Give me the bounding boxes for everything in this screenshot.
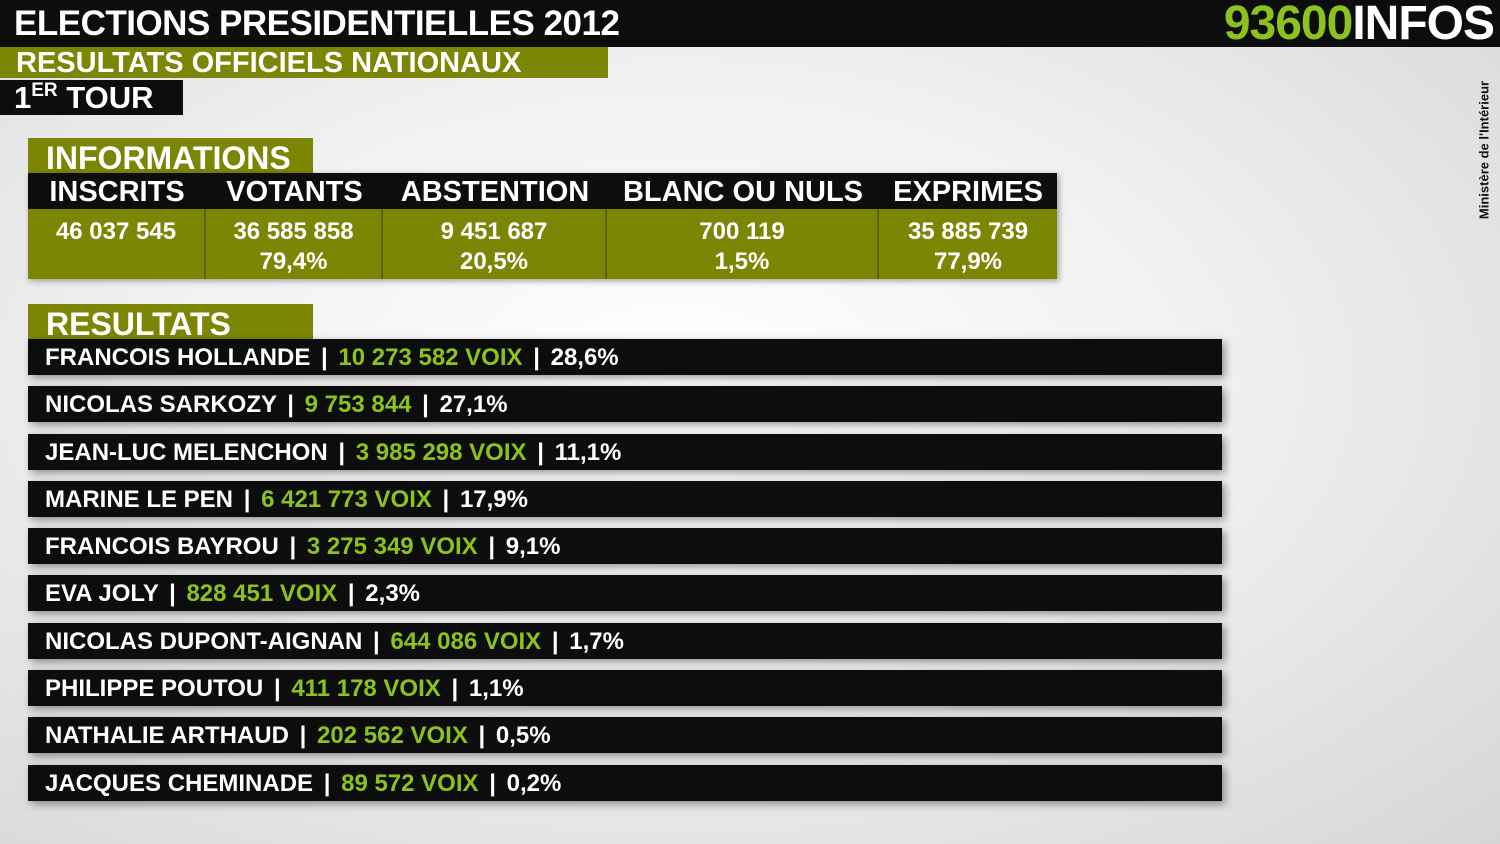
- tour-text: TOUR: [57, 80, 154, 115]
- candidate-name: FRANCOIS BAYROU: [45, 533, 279, 561]
- result-row: PHILIPPE POUTOU | 411 178 VOIX | 1,1%: [28, 670, 1222, 707]
- info-value: 36 585 858: [233, 218, 354, 245]
- candidate-votes: 202 562 VOIX: [317, 722, 468, 750]
- candidate-votes: 3 275 349 VOIX: [306, 533, 478, 561]
- logo-number: 93600: [1223, 0, 1353, 50]
- info-col-blanc-ou-nuls: BLANC OU NULS 700 119 1,5%: [607, 173, 879, 279]
- candidate-percent: 27,1%: [439, 391, 508, 419]
- results-list: FRANCOIS HOLLANDE | 10 273 582 VOIX | 28…: [28, 339, 1222, 812]
- candidate-percent: 2,3%: [365, 580, 420, 608]
- candidate-name: JEAN-LUC MELENCHON: [45, 438, 328, 466]
- candidate-percent: 0,5%: [495, 722, 551, 750]
- title-bar: ELECTIONS PRESIDENTIELLES 2012 93600INFO…: [0, 0, 1500, 50]
- subtitle: RESULTATS OFFICIELS NATIONAUX: [0, 47, 608, 79]
- candidate-votes: 9 753 844: [304, 391, 412, 419]
- result-row: EVA JOLY | 828 451 VOIX | 2,3%: [28, 575, 1222, 612]
- candidate-percent: 9,1%: [505, 533, 561, 561]
- info-value: 9 451 687: [440, 218, 548, 245]
- info-col-exprimes: EXPRIMES 35 885 739 77,9%: [879, 173, 1057, 279]
- candidate-percent: 1,1%: [468, 675, 524, 703]
- candidate-percent: 11,1%: [554, 438, 622, 466]
- candidate-percent: 0,2%: [506, 769, 562, 797]
- tour-label: 1ER TOUR: [0, 80, 183, 115]
- info-value: 700 119: [699, 218, 785, 245]
- info-values: 36 585 858 79,4%: [206, 209, 383, 279]
- separator: |: [488, 533, 496, 561]
- candidate-votes: 10 273 582 VOIX: [338, 344, 523, 371]
- tour-number: 1: [14, 80, 32, 115]
- candidate-percent: 28,6%: [550, 344, 619, 371]
- info-percent: 1,5%: [714, 248, 770, 275]
- page-title: ELECTIONS PRESIDENTIELLES 2012: [14, 4, 620, 43]
- candidate-name: PHILIPPE POUTOU: [45, 675, 264, 703]
- logo: 93600INFOS: [1223, 0, 1495, 51]
- candidate-votes: 411 178 VOIX: [291, 675, 441, 703]
- tour-superscript: ER: [31, 80, 58, 101]
- candidate-name: FRANCOIS HOLLANDE: [45, 344, 311, 371]
- result-row: JACQUES CHEMINADE | 89 572 VOIX | 0,2%: [28, 764, 1222, 801]
- info-value: 46 037 545: [55, 218, 177, 245]
- separator: |: [347, 580, 355, 608]
- separator: |: [287, 391, 294, 419]
- candidate-percent: 17,9%: [459, 485, 528, 513]
- info-col-inscrits: INSCRITS 46 037 545: [28, 173, 206, 279]
- separator: |: [551, 627, 559, 655]
- separator: |: [489, 769, 496, 797]
- info-header: INSCRITS: [28, 173, 206, 209]
- candidate-name: NICOLAS DUPONT-AIGNAN: [45, 627, 363, 655]
- info-percent: 77,9%: [933, 248, 1003, 275]
- info-percent: 20,5%: [459, 248, 529, 275]
- separator: |: [478, 722, 486, 750]
- candidate-votes: 89 572 VOIX: [341, 769, 479, 797]
- logo-text: INFOS: [1352, 0, 1495, 50]
- separator: |: [323, 769, 331, 797]
- info-header: EXPRIMES: [879, 173, 1057, 209]
- separator: |: [373, 627, 380, 655]
- candidate-votes: 644 086 VOIX: [390, 627, 542, 655]
- separator: |: [289, 533, 297, 561]
- separator: |: [273, 675, 281, 703]
- info-values: 9 451 687 20,5%: [383, 209, 607, 279]
- info-col-votants: VOTANTS 36 585 858 79,4%: [206, 173, 383, 279]
- candidate-votes: 3 985 298 VOIX: [355, 438, 527, 466]
- candidate-votes: 6 421 773 VOIX: [261, 485, 432, 513]
- candidate-name: NICOLAS SARKOZY: [45, 391, 277, 419]
- info-header: BLANC OU NULS: [607, 173, 879, 209]
- result-row: NICOLAS DUPONT-AIGNAN | 644 086 VOIX | 1…: [28, 622, 1222, 659]
- informations-label: INFORMATIONS: [28, 138, 313, 176]
- result-row: NATHALIE ARTHAUD | 202 562 VOIX | 0,5%: [28, 717, 1222, 754]
- info-header: VOTANTS: [206, 173, 383, 209]
- separator: |: [442, 485, 450, 513]
- candidate-votes: 828 451 VOIX: [186, 580, 338, 608]
- separator: |: [243, 485, 251, 513]
- separator: |: [537, 438, 544, 466]
- info-col-abstention: ABSTENTION 9 451 687 20,5%: [383, 173, 607, 279]
- separator: |: [422, 391, 429, 419]
- result-row: MARINE LE PEN | 6 421 773 VOIX | 17,9%: [28, 480, 1222, 517]
- info-values: 46 037 545: [28, 209, 206, 279]
- info-value: 35 885 739: [907, 218, 1029, 245]
- info-header: ABSTENTION: [383, 173, 607, 209]
- separator: |: [533, 344, 540, 371]
- separator: |: [299, 722, 307, 750]
- result-row: NICOLAS SARKOZY | 9 753 844 | 27,1%: [28, 386, 1222, 423]
- candidate-name: JACQUES CHEMINADE: [45, 769, 314, 797]
- source-credit: Ministère de l'Intérieur: [1476, 80, 1492, 220]
- separator: |: [451, 675, 459, 703]
- candidate-name: MARINE LE PEN: [45, 485, 234, 513]
- separator: |: [321, 344, 328, 371]
- separator: |: [169, 580, 176, 608]
- info-values: 700 119 1,5%: [607, 209, 879, 279]
- candidate-name: NATHALIE ARTHAUD: [45, 722, 289, 750]
- candidate-percent: 1,7%: [569, 627, 624, 655]
- separator: |: [338, 438, 346, 466]
- info-values: 35 885 739 77,9%: [879, 209, 1057, 279]
- result-row: FRANCOIS HOLLANDE | 10 273 582 VOIX | 28…: [28, 339, 1222, 375]
- info-percent: 79,4%: [259, 248, 328, 275]
- resultats-label: RESULTATS: [28, 304, 313, 342]
- candidate-name: EVA JOLY: [45, 580, 159, 608]
- result-row: JEAN-LUC MELENCHON | 3 985 298 VOIX | 11…: [28, 433, 1222, 470]
- result-row: FRANCOIS BAYROU | 3 275 349 VOIX | 9,1%: [28, 528, 1222, 565]
- informations-table: INSCRITS 46 037 545 VOTANTS 36 585 858 7…: [28, 173, 1057, 279]
